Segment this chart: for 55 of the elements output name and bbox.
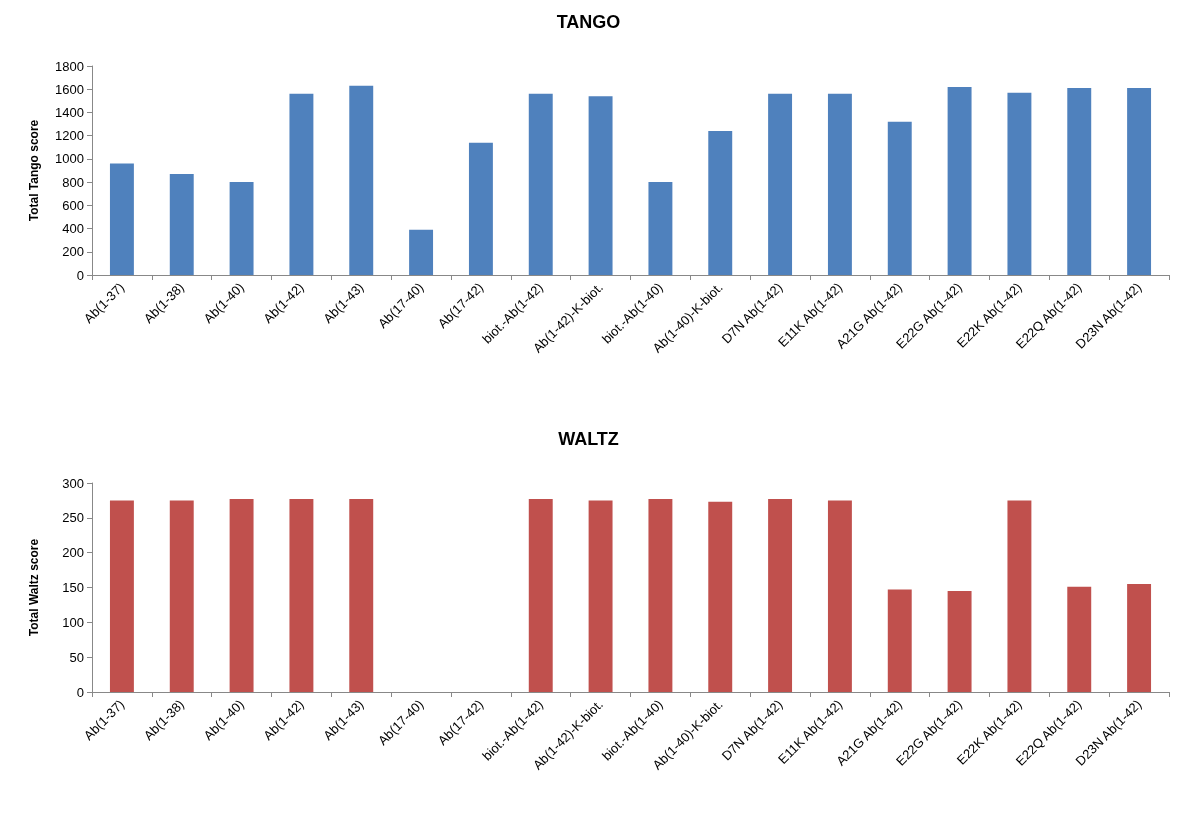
bar xyxy=(947,86,972,275)
y-axis-title: Total Tango score xyxy=(27,119,41,222)
y-tick-label: 1000 xyxy=(55,151,84,167)
y-tick-label: 400 xyxy=(62,221,84,237)
y-tick-label: 0 xyxy=(76,267,84,283)
bar xyxy=(289,499,314,692)
bar xyxy=(648,182,673,275)
bar xyxy=(468,142,493,275)
bar xyxy=(827,93,852,275)
bar xyxy=(588,96,613,275)
bar xyxy=(169,500,194,692)
bar xyxy=(109,500,134,692)
chart-title: TANGO xyxy=(556,12,621,32)
bar xyxy=(229,499,254,692)
bar xyxy=(1007,500,1032,692)
bar xyxy=(289,93,314,275)
bar xyxy=(708,501,733,692)
bar xyxy=(229,182,254,275)
bar xyxy=(768,499,793,692)
y-tick-label: 0 xyxy=(76,684,84,700)
bar xyxy=(768,93,793,275)
bar xyxy=(827,500,852,692)
bar xyxy=(1067,586,1092,692)
bar xyxy=(648,499,673,692)
bar xyxy=(409,229,434,275)
bar xyxy=(887,589,912,692)
y-tick-label: 1800 xyxy=(55,58,84,74)
y-tick-label: 50 xyxy=(69,649,84,665)
chart-title: WALTZ xyxy=(558,429,619,449)
y-axis-title: Total Waltz score xyxy=(27,538,41,637)
bar xyxy=(1127,88,1152,275)
y-tick-label: 600 xyxy=(62,197,84,213)
bar xyxy=(1067,88,1092,275)
bar xyxy=(528,499,553,692)
y-tick-label: 100 xyxy=(62,614,84,630)
y-tick-label: 200 xyxy=(62,545,84,561)
y-tick-label: 1600 xyxy=(55,81,84,97)
bar xyxy=(588,500,613,692)
bar xyxy=(1127,584,1152,692)
y-tick-label: 150 xyxy=(62,580,84,595)
y-tick-label: 1400 xyxy=(55,104,84,120)
bar xyxy=(1007,92,1032,275)
y-tick-label: 800 xyxy=(62,174,84,190)
bar xyxy=(169,173,194,275)
bar xyxy=(947,590,972,692)
bar xyxy=(887,121,912,275)
y-tick-label: 300 xyxy=(62,475,84,491)
bar xyxy=(349,499,374,692)
y-tick-label: 1200 xyxy=(55,128,84,144)
bar xyxy=(109,163,134,275)
y-tick-label: 200 xyxy=(62,244,84,260)
y-tick-label: 250 xyxy=(62,510,84,526)
bar xyxy=(528,93,553,275)
bar xyxy=(349,85,374,275)
bar xyxy=(708,131,733,275)
